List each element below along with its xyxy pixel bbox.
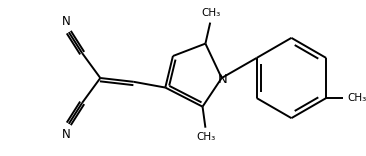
Text: N: N	[61, 128, 70, 141]
Text: N: N	[218, 73, 228, 86]
Text: CH₃: CH₃	[202, 8, 221, 18]
Text: N: N	[61, 15, 70, 28]
Text: CH₃: CH₃	[347, 93, 366, 103]
Text: CH₃: CH₃	[197, 132, 216, 142]
